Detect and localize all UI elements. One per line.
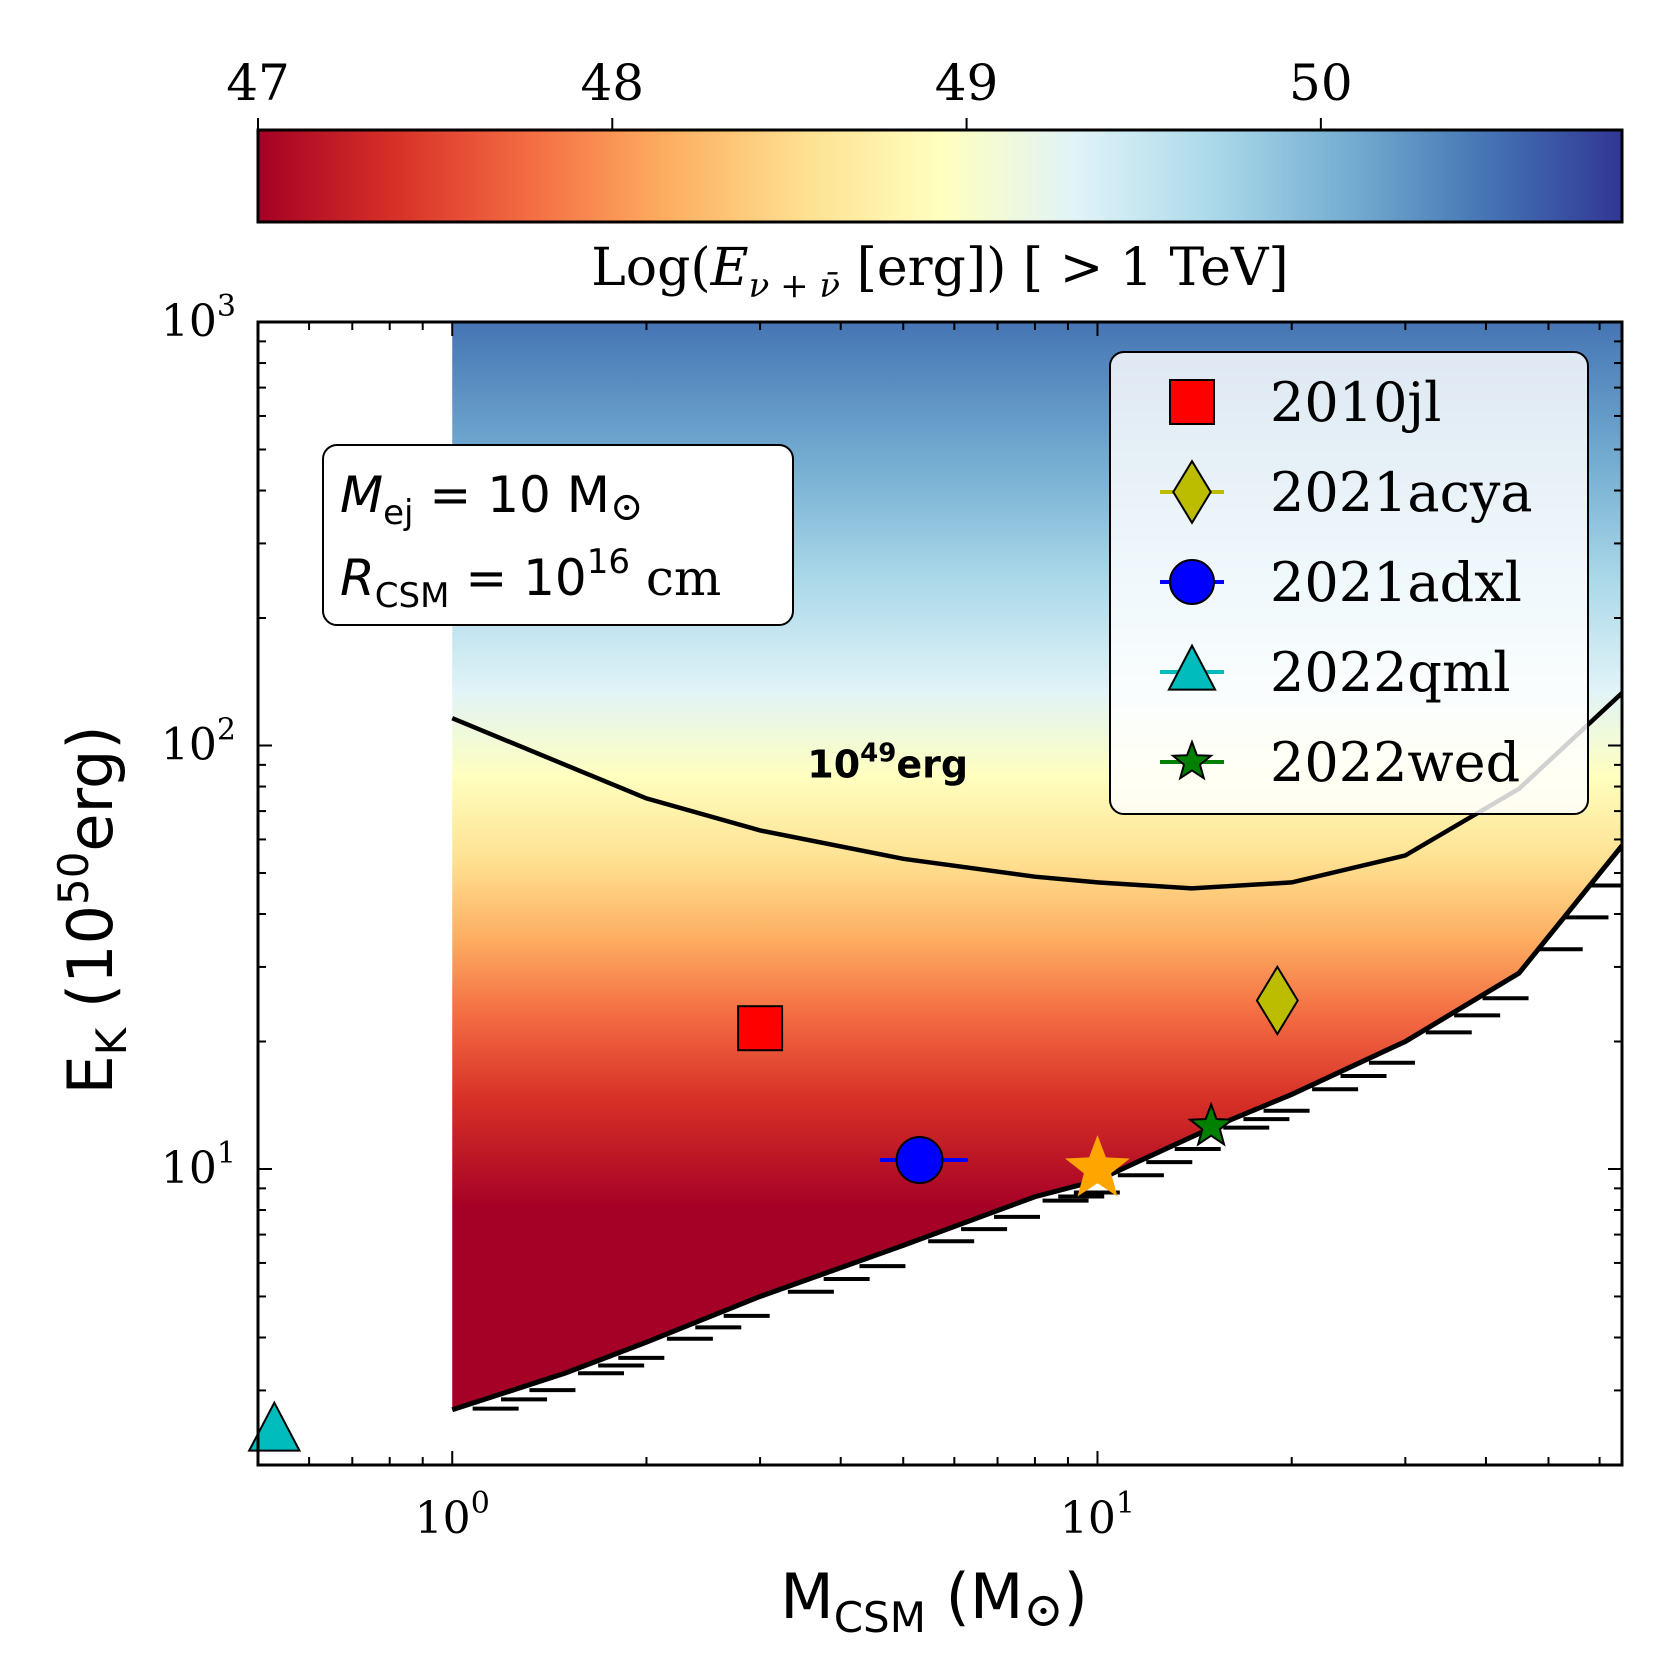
legend-item-2021adxl: 2021adxl bbox=[1160, 551, 1522, 614]
legend-item-2022wed: 2022wed bbox=[1160, 731, 1520, 794]
colorbar-tick-label: 48 bbox=[580, 54, 644, 112]
colorbar-tick-label: 50 bbox=[1289, 54, 1353, 112]
legend-marker bbox=[1167, 643, 1217, 691]
colorbar-tick-label: 49 bbox=[935, 54, 999, 112]
legend-label: 2022wed bbox=[1270, 731, 1520, 794]
parameter-box-frame bbox=[322, 444, 794, 626]
legend-marker bbox=[1169, 379, 1215, 425]
contour-label: 1049erg bbox=[807, 739, 968, 787]
y-tick-label: 102 bbox=[161, 712, 236, 770]
parameter-rcsm: RCSM = 1016 cm bbox=[340, 542, 721, 616]
legend-label: 2022qml bbox=[1270, 641, 1510, 704]
parameter-box: Mej = 10 M⊙ RCSM = 1016 cm bbox=[322, 444, 794, 626]
legend-marker bbox=[1169, 559, 1215, 605]
marker-2022qml bbox=[247, 1400, 302, 1452]
legend-item-2021acya: 2021acya bbox=[1160, 459, 1533, 525]
marker-2021acya bbox=[1255, 964, 1299, 1036]
x-axis-title: MCSM (M⊙) bbox=[780, 1560, 1088, 1642]
parameter-mej: Mej = 10 M⊙ bbox=[340, 466, 643, 533]
x-tick-label: 100 bbox=[415, 1486, 490, 1544]
legend-item-2022qml: 2022qml bbox=[1160, 641, 1510, 704]
axis-ticks bbox=[257, 321, 1622, 1466]
contour-line-1e49 bbox=[451, 691, 1622, 891]
x-tick-label: 101 bbox=[1060, 1486, 1135, 1544]
plot-frame bbox=[256, 320, 1624, 1467]
legend-label: 2021adxl bbox=[1270, 551, 1522, 614]
plot-area: 1049erg Mej = 10 M⊙ RCSM = 1016 cm 2010j… bbox=[161, 289, 1624, 1544]
legend-label: 2021acya bbox=[1270, 461, 1533, 524]
colorbar-gradient bbox=[256, 128, 1624, 224]
boundary-steps bbox=[472, 883, 1622, 1411]
lower-boundary-line bbox=[451, 844, 1622, 1413]
legend-marker bbox=[1170, 739, 1214, 781]
marker-2022wed bbox=[1187, 1101, 1235, 1147]
legend-marker bbox=[1172, 459, 1212, 525]
legend-item-2010jl: 2010jl bbox=[1169, 371, 1441, 434]
legend: 2010jl 2021acya 2021adxl 2022qml 2022wed bbox=[1109, 351, 1589, 815]
colorbar-ticks: 47 48 49 50 bbox=[226, 54, 1353, 130]
legend-label: 2010jl bbox=[1270, 371, 1441, 434]
y-tick-label: 101 bbox=[161, 1136, 236, 1194]
y-axis-title: EK (1050erg) bbox=[49, 725, 136, 1094]
colorbar-label: Log(Eν + ν̄ [erg]) [ > 1 TeV] bbox=[591, 238, 1288, 306]
tick-labels: 100 101 101 102 103 bbox=[161, 289, 1135, 1544]
y-tick-label: 103 bbox=[161, 289, 236, 347]
colorbar: 47 48 49 50 Log(Eν + ν̄ [erg]) [ > 1 TeV] bbox=[226, 54, 1624, 306]
marker-reference-star bbox=[1065, 1135, 1130, 1197]
colorbar-tick-label: 47 bbox=[226, 54, 290, 112]
legend-frame bbox=[1109, 351, 1589, 815]
marker-2010jl bbox=[737, 1005, 784, 1052]
data-markers bbox=[247, 964, 1299, 1452]
marker-2021adxl bbox=[895, 1136, 944, 1185]
